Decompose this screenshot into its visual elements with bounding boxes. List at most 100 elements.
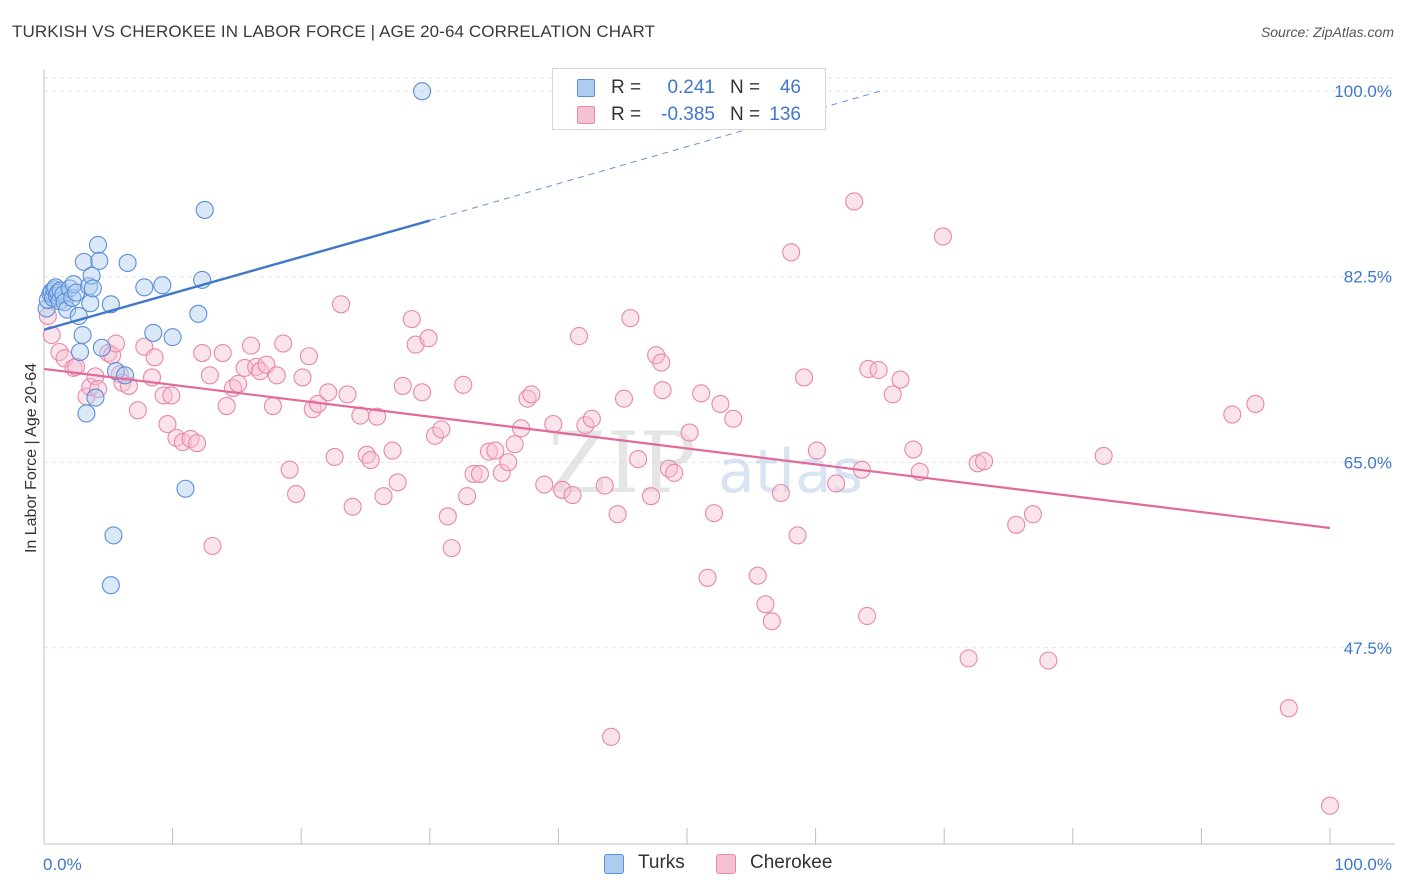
x-tick-label: 100.0% bbox=[1334, 855, 1392, 874]
cherokee-point bbox=[368, 407, 387, 426]
y-tick-label: 82.5% bbox=[1344, 268, 1392, 287]
turks-point bbox=[90, 251, 109, 270]
cherokee-point bbox=[464, 464, 483, 483]
cherokee-point bbox=[338, 385, 357, 404]
cherokee-point bbox=[807, 441, 826, 460]
cherokee-point bbox=[1223, 405, 1242, 424]
cherokee-point bbox=[263, 397, 282, 416]
cherokee-point bbox=[827, 474, 846, 493]
cherokee-points bbox=[38, 192, 1340, 815]
cherokee-point bbox=[968, 454, 987, 473]
watermark-zip: ZIP bbox=[548, 414, 696, 512]
legend-swatch-cherokee bbox=[716, 854, 736, 874]
legend-row-turks: R = 0.241 N = 46 bbox=[553, 74, 825, 102]
legend-label-turks: Turks bbox=[638, 852, 685, 873]
cherokee-point bbox=[582, 409, 601, 428]
cherokee-point bbox=[505, 435, 524, 454]
cherokee-point bbox=[432, 420, 451, 439]
cherokee-point bbox=[361, 451, 380, 470]
legend-row-cherokee: R = -0.385 N = 136 bbox=[553, 101, 825, 129]
cherokee-point bbox=[602, 727, 621, 746]
cherokee-point bbox=[470, 464, 490, 483]
cherokee-point bbox=[698, 568, 717, 587]
turks-point bbox=[106, 362, 126, 381]
turks-point bbox=[195, 200, 214, 219]
cherokee-point bbox=[200, 366, 219, 385]
cherokee-point bbox=[869, 360, 888, 380]
y-tick-label: 47.5% bbox=[1344, 639, 1392, 658]
legend-swatch-turks bbox=[577, 79, 595, 97]
turks-point bbox=[413, 82, 432, 101]
cherokee-point bbox=[187, 434, 207, 453]
legend-n-label: N = bbox=[730, 77, 761, 98]
cherokee-point bbox=[553, 480, 572, 499]
turks-point bbox=[104, 526, 123, 545]
cherokee-point bbox=[287, 485, 306, 504]
turks-point bbox=[189, 304, 208, 323]
turks-point bbox=[74, 252, 93, 271]
cherokee-point bbox=[569, 327, 589, 346]
cherokee-point bbox=[267, 366, 286, 385]
cherokee-point bbox=[213, 344, 232, 363]
cherokee-point bbox=[857, 606, 877, 626]
cherokee-point bbox=[393, 376, 412, 395]
cherokee-point bbox=[652, 353, 671, 372]
cherokee-point bbox=[486, 441, 505, 460]
turks-point bbox=[118, 253, 137, 272]
cherokee-point bbox=[608, 505, 627, 524]
cherokee-point bbox=[280, 460, 299, 479]
cherokee-point bbox=[692, 384, 711, 403]
legend-r-label: R = bbox=[611, 77, 642, 98]
cherokee-point bbox=[438, 507, 457, 526]
cherokee-point bbox=[479, 442, 499, 461]
cherokee-point bbox=[704, 504, 724, 523]
cherokee-point bbox=[544, 415, 563, 434]
source-label: Source: ZipAtlas.com bbox=[1260, 24, 1394, 40]
legend-n-value: 136 bbox=[769, 104, 801, 125]
cherokee-point bbox=[499, 453, 518, 472]
cherokee-point bbox=[782, 243, 801, 262]
cherokee-point bbox=[756, 595, 775, 614]
cherokee-point bbox=[653, 381, 672, 400]
legend-swatch-cherokee bbox=[577, 106, 595, 124]
cherokee-point bbox=[492, 463, 511, 482]
cherokee-point bbox=[711, 394, 730, 413]
cherokee-point bbox=[158, 415, 177, 434]
cherokee-point bbox=[458, 487, 477, 506]
cherokee-point bbox=[38, 306, 57, 326]
legend-label-cherokee: Cherokee bbox=[750, 852, 833, 873]
cherokee-point bbox=[883, 385, 902, 404]
turks-point bbox=[115, 366, 135, 385]
cherokee-point bbox=[419, 329, 438, 348]
cherokee-point bbox=[1246, 394, 1265, 413]
cherokee-point bbox=[217, 397, 236, 416]
cherokee-point bbox=[343, 497, 362, 516]
cherokee-point bbox=[154, 386, 173, 405]
cherokee-trend-line bbox=[43, 367, 1331, 530]
legend-swatch-turks bbox=[604, 854, 624, 874]
cherokee-point bbox=[67, 357, 86, 376]
cherokee-point bbox=[303, 400, 322, 419]
cherokee-point bbox=[1039, 651, 1058, 670]
cherokee-point bbox=[975, 452, 994, 471]
cherokee-point bbox=[162, 386, 181, 405]
y-tick-label: 100.0% bbox=[1334, 82, 1392, 101]
cherokee-point bbox=[241, 336, 261, 355]
turks-point bbox=[77, 404, 96, 423]
y-tick-label: 65.0% bbox=[1344, 453, 1392, 472]
cherokee-point bbox=[1094, 446, 1113, 465]
cherokee-point bbox=[145, 348, 164, 367]
turks-point bbox=[81, 294, 100, 313]
turks-point bbox=[144, 323, 163, 342]
turks-point bbox=[88, 235, 108, 254]
turks-point bbox=[176, 479, 195, 498]
cherokee-point bbox=[229, 374, 248, 393]
legend-r-value: 0.241 bbox=[667, 77, 715, 98]
x-tick-label: 0.0% bbox=[43, 855, 82, 874]
cherokee-point bbox=[762, 612, 781, 631]
turks-point bbox=[92, 338, 111, 357]
cherokee-point bbox=[629, 450, 648, 469]
turks-points bbox=[37, 82, 432, 595]
cherokee-point bbox=[325, 447, 344, 467]
